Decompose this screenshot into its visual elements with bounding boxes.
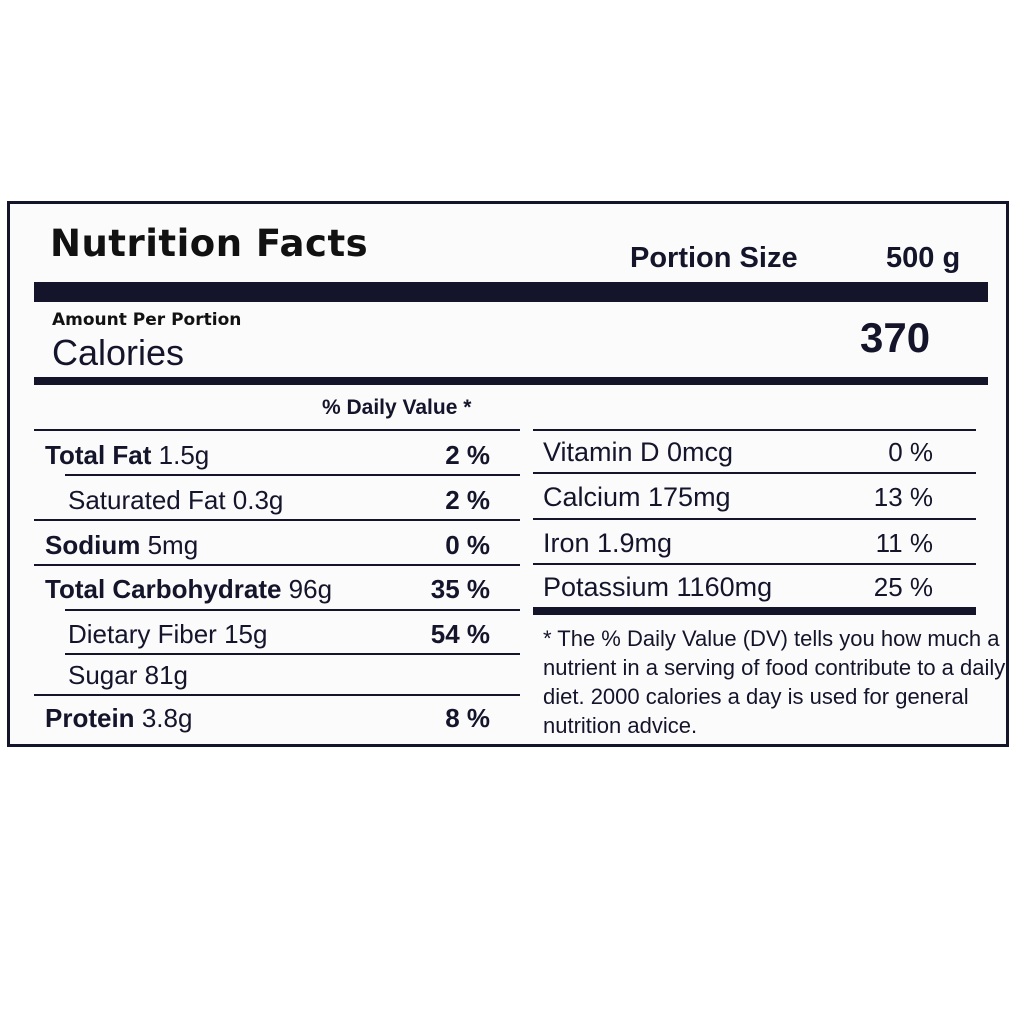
daily-value-footnote: * The % Daily Value (DV) tells you how m… [543,626,1006,738]
label-title: Nutrition Facts [50,222,369,265]
nutrient-dv: 35 % [430,574,490,604]
nutrient-row-sugar: Sugar 81g [68,660,188,691]
nutrient-amount: 96g [288,574,333,604]
row-divider [533,518,976,520]
row-divider [34,519,520,521]
calories-label: Calories [52,332,185,373]
vitamin-dv: 11 % [875,528,933,558]
nutrient-amount: 3.8g [141,703,193,733]
row-divider [533,429,976,431]
nutrient-dv: 0 % [445,530,490,560]
row-divider [34,694,520,696]
nutrient-dv: 2 % [445,485,490,515]
nutrient-name: Protein [45,703,135,733]
nutrition-label: Nutrition Facts Portion Size 500 g Amoun… [7,201,1009,747]
amount-per-portion: Amount Per Portion [52,310,242,330]
thick-divider-calories [34,377,988,385]
nutrient-dv: 54 % [430,619,490,649]
vitamin-dv: 0 % [888,437,933,467]
row-divider [65,609,520,611]
daily-value-header: % Daily Value * [322,396,472,419]
vitamin-dv: 13 % [873,482,933,512]
nutrient-name: Sodium [45,530,141,560]
nutrient-amount: 15g [224,619,268,649]
nutrient-amount: 0.3g [232,485,284,515]
row-divider [533,563,976,565]
row-divider [533,472,976,474]
nutrient-name: Saturated Fat [68,485,226,515]
vitamin-row-potassium: Potassium 1160mg [543,572,773,602]
nutrient-amount: 81g [144,660,189,690]
nutrient-amount: 5mg [147,530,199,560]
row-divider [34,564,520,566]
portion-size-label: Portion Size [630,242,798,274]
nutrient-row-protein: Protein 3.8g [45,703,192,734]
nutrient-row-saturated-fat: Saturated Fat 0.3g [68,485,283,516]
nutrient-name: Total Carbohydrate [45,574,282,604]
nutrient-dv: 8 % [445,703,490,733]
calories-value: 370 [860,314,931,361]
nutrient-row-sodium: Sodium 5mg [45,530,198,561]
vitamin-row-calcium: Calcium 175mg [543,482,731,512]
thick-divider-top [34,282,988,302]
nutrient-name: Sugar [68,660,138,690]
vitamin-row-iron: Iron 1.9mg [543,528,673,558]
nutrient-row-dietary-fiber: Dietary Fiber 15g [68,619,267,650]
nutrient-dv: 2 % [445,440,490,470]
nutrient-row-total-carbohydrate: Total Carbohydrate 96g [45,574,332,605]
row-divider [65,653,520,655]
thick-divider-vitamins [533,607,976,615]
vitamin-dv: 25 % [873,572,933,602]
portion-size-value: 500 g [886,242,961,274]
nutrient-amount: 1.5g [158,440,210,470]
row-divider [34,429,520,431]
nutrient-name: Dietary Fiber [68,619,217,649]
vitamin-row-vitamin-d: Vitamin D 0mcg [543,437,734,467]
row-divider [65,474,520,476]
nutrient-row-total-fat: Total Fat 1.5g [45,440,209,471]
nutrient-name: Total Fat [45,440,152,470]
